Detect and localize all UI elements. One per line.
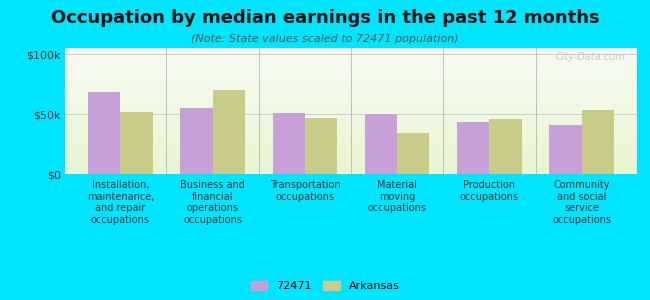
Text: (Note: State values scaled to 72471 population): (Note: State values scaled to 72471 popu… (191, 34, 459, 44)
Bar (88, 92, 120, 174)
Text: Production
occupations: Production occupations (460, 180, 519, 202)
Text: Material
moving
occupations: Material moving occupations (368, 180, 426, 213)
Bar (365, 114, 397, 174)
Bar (549, 125, 582, 174)
Legend: 72471, Arkansas: 72471, Arkansas (251, 281, 399, 291)
Bar (213, 90, 245, 174)
Bar (305, 118, 337, 174)
Bar (489, 119, 522, 174)
Text: Installation,
maintenance,
and repair
occupations: Installation, maintenance, and repair oc… (86, 180, 154, 225)
Text: City-Data.com: City-Data.com (556, 52, 625, 62)
Bar (582, 110, 614, 174)
Bar (180, 108, 213, 174)
Bar (120, 112, 153, 174)
Text: Transportation
occupations: Transportation occupations (270, 180, 340, 202)
Text: Business and
financial
operations
occupations: Business and financial operations occupa… (180, 180, 245, 225)
Text: Occupation by median earnings in the past 12 months: Occupation by median earnings in the pas… (51, 9, 599, 27)
Bar (457, 122, 489, 174)
Text: Community
and social
service
occupations: Community and social service occupations (552, 180, 611, 225)
Bar (397, 133, 430, 174)
Bar (272, 113, 305, 174)
